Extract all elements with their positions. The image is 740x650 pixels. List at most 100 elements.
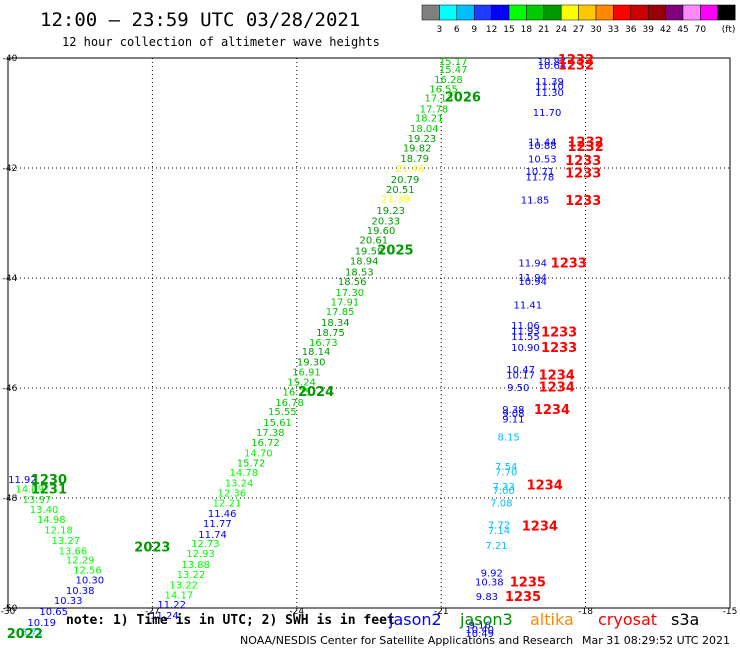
swh-value: 10.65 [39, 607, 68, 618]
time-label: 2025 [377, 243, 413, 258]
swh-value: 11.92 [8, 475, 37, 486]
swh-value: 19.23 [376, 206, 405, 217]
swh-value: 19.23 [408, 134, 437, 145]
x-tick-label: -21 [434, 607, 449, 617]
time-label: 1231 [31, 483, 67, 498]
units-note: note: 1) Time is in UTC; 2) SWH is in fe… [66, 613, 395, 628]
swh-points: 15.1715.4716.2816.5517.1317.7818.2118.04… [8, 57, 566, 640]
scale-unit: (ft) [722, 25, 736, 35]
swh-value: 14.98 [37, 515, 66, 526]
swh-value: 12.29 [66, 556, 95, 567]
swh-value: 10.64 [538, 61, 567, 72]
time-label: 1234 [539, 380, 575, 395]
swh-value: 8.71 [21, 628, 43, 639]
scale-swatch [647, 4, 666, 21]
swh-value: 11.46 [208, 509, 237, 520]
swh-value: 7.72 [488, 520, 510, 531]
chart-title: 12:00 – 23:59 UTC 03/28/2021 [40, 9, 360, 31]
swh-value: 10.17 [506, 370, 535, 381]
time-label: 1233 [551, 257, 587, 272]
swh-value: 10.33 [54, 596, 83, 607]
scale-swatch [456, 4, 475, 21]
swh-value: 11.85 [521, 195, 550, 206]
time-label: 1232 [558, 53, 594, 68]
swh-value: 11.24 [150, 611, 179, 622]
swh-value: 11.55 [511, 332, 540, 343]
scale-label: 9 [471, 25, 477, 35]
time-label: 1233 [565, 166, 601, 181]
swh-value: 16.78 [275, 398, 304, 409]
swh-value: 15.72 [237, 458, 266, 469]
scale-label: 6 [454, 25, 460, 35]
scale-swatch [439, 4, 458, 21]
scale-swatch [491, 4, 510, 21]
scale-label: 3 [437, 25, 443, 35]
swh-value: 11.77 [203, 519, 232, 530]
swh-value: 11.94 [518, 273, 547, 284]
time-label: 2024 [298, 385, 334, 400]
y-tick-label: -50 [3, 604, 18, 614]
swh-value: 10.38 [475, 578, 504, 589]
scale-swatch [543, 4, 562, 21]
time-label: 2026 [445, 91, 481, 106]
scale-swatch [560, 4, 579, 21]
swh-value: 9.11 [502, 414, 524, 425]
swh-value: 10.94 [518, 277, 547, 288]
scale-label: 24 [555, 25, 567, 35]
swh-value: 13.27 [51, 536, 80, 547]
scale-label: 70 [695, 25, 707, 35]
time-label: 1235 [505, 590, 541, 605]
swh-value: 9.38 [502, 405, 524, 416]
swh-value: 17.30 [335, 288, 364, 299]
axis-ticks: -30 -27 -24 -21 -18 -15 -40 -42 -44 -46 -48 -50 [1, 54, 738, 617]
scale-label: 18 [521, 25, 533, 35]
swh-value: 16.72 [251, 438, 280, 449]
x-tick-label: -27 [145, 607, 160, 617]
swh-value: 9.83 [476, 592, 498, 603]
scale-label: 33 [608, 25, 619, 35]
time-label: 1233 [565, 194, 601, 209]
y-tick-label: -42 [3, 164, 18, 174]
swh-value: 13.22 [177, 570, 206, 581]
scale-swatch [526, 4, 545, 21]
swh-value: 11.30 [535, 88, 564, 99]
swh-value: 10.87 [538, 57, 567, 68]
scale-label: 45 [677, 25, 688, 35]
swh-value: 18.53 [345, 267, 374, 278]
y-tick-label: -48 [3, 494, 18, 504]
swh-value: 13.22 [169, 580, 198, 591]
swh-value: 15.24 [287, 377, 316, 388]
swh-value: 11.22 [157, 600, 186, 611]
time-label: 1233 [565, 154, 601, 169]
swh-value: 12.18 [44, 525, 73, 536]
swh-value: 11.06 [511, 321, 540, 332]
swh-value: 20.33 [372, 216, 401, 227]
scale-swatch [700, 4, 719, 21]
swh-value: 10.90 [511, 343, 540, 354]
swh-value: 12.93 [186, 549, 215, 560]
scale-swatch [473, 4, 492, 21]
time-label: 1233 [541, 325, 577, 340]
swh-value: 18.56 [338, 277, 367, 288]
scale-label: 12 [486, 25, 497, 35]
swh-value: 11.39 [535, 77, 564, 88]
swh-value: 11.44 [528, 138, 557, 149]
swh-value: 13.97 [23, 495, 52, 506]
footer-timestamp: Mar 31 08:29:52 UTC 2021 [582, 634, 730, 647]
swh-value: 10.71 [526, 167, 555, 178]
swh-value: 7.54 [495, 462, 517, 473]
swh-value: 11.70 [533, 108, 562, 119]
legend-jason2: jason2 [388, 610, 442, 629]
swh-value: 16.73 [309, 338, 338, 349]
time-label: 1232 [558, 59, 594, 74]
swh-value: 11.78 [526, 172, 555, 183]
time-label: 1234 [527, 478, 563, 493]
swh-value: 15.61 [263, 418, 292, 429]
scale-swatch [630, 4, 649, 21]
swh-value: 16.75 [282, 387, 311, 398]
scale-swatch [665, 4, 684, 21]
chart-subtitle: 12 hour collection of altimeter wave hei… [62, 35, 380, 49]
plot-frame [7, 57, 731, 609]
swh-value: 11.10 [535, 82, 564, 93]
time-label: 1232 [568, 140, 604, 155]
